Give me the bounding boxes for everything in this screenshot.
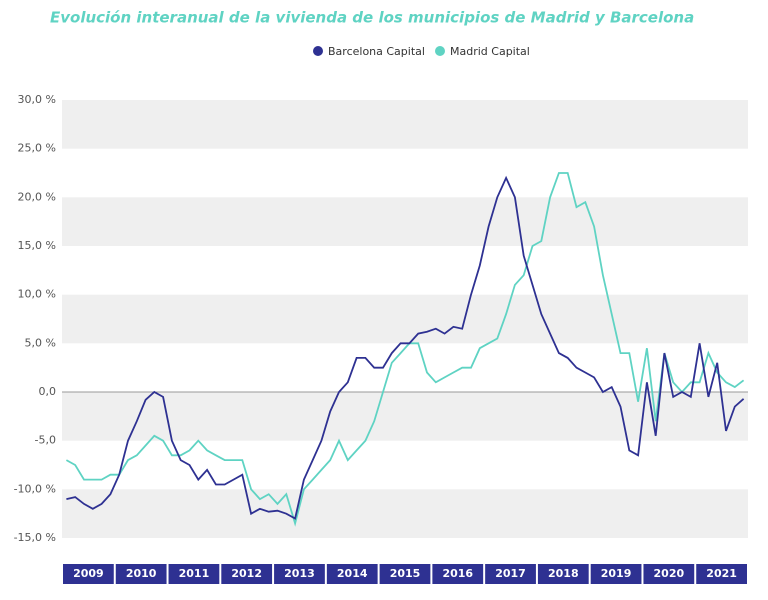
legend-marker <box>435 46 445 56</box>
y-tick-label: 30,0 % <box>18 93 56 106</box>
y-tick-label: 0,0 <box>39 385 57 398</box>
y-tick-label: 20,0 % <box>18 190 56 203</box>
year-box <box>432 564 484 584</box>
year-box <box>485 564 536 584</box>
x-tick-label: 2009 <box>73 567 104 580</box>
x-tick-label: 2014 <box>337 567 368 580</box>
legend-label: Barcelona Capital <box>328 45 425 58</box>
y-tick-label: -5,0 <box>35 434 56 447</box>
x-tick-label: 2010 <box>126 567 157 580</box>
year-box <box>537 564 589 584</box>
legend-label: Madrid Capital <box>450 45 530 58</box>
x-tick-label: 2011 <box>179 567 210 580</box>
year-box <box>274 564 325 584</box>
x-tick-label: 2018 <box>548 567 579 580</box>
year-box <box>221 564 273 584</box>
grid-band <box>62 197 748 246</box>
year-box <box>115 564 167 584</box>
y-tick-label: 10,0 % <box>18 288 56 301</box>
chart-title: Evolución interanual de la vivienda de l… <box>50 9 694 27</box>
y-tick-label: -10,0 % <box>14 482 56 495</box>
y-tick-label: 5,0 % <box>25 336 56 349</box>
grid-band <box>62 489 748 538</box>
year-box <box>63 564 114 584</box>
year-box <box>326 564 378 584</box>
x-tick-label: 2015 <box>390 567 421 580</box>
year-box <box>643 564 695 584</box>
legend-marker <box>313 46 323 56</box>
year-box <box>379 564 431 584</box>
x-tick-label: 2021 <box>706 567 737 580</box>
grid-band <box>62 294 748 344</box>
grid-band <box>62 100 748 149</box>
x-tick-label: 2016 <box>442 567 473 580</box>
x-tick-label: 2019 <box>601 567 632 580</box>
grid-band <box>62 392 748 441</box>
x-tick-label: 2012 <box>231 567 262 580</box>
year-box <box>590 564 642 584</box>
series-line <box>66 175 745 520</box>
x-tick-label: 2020 <box>654 567 685 580</box>
y-tick-label: 15,0 % <box>18 239 56 252</box>
year-box <box>696 564 747 584</box>
x-tick-label: 2013 <box>284 567 315 580</box>
y-tick-label: 25,0 % <box>18 142 56 155</box>
y-tick-label: -15,0 % <box>14 531 56 544</box>
year-box <box>168 564 220 584</box>
x-tick-label: 2017 <box>495 567 526 580</box>
